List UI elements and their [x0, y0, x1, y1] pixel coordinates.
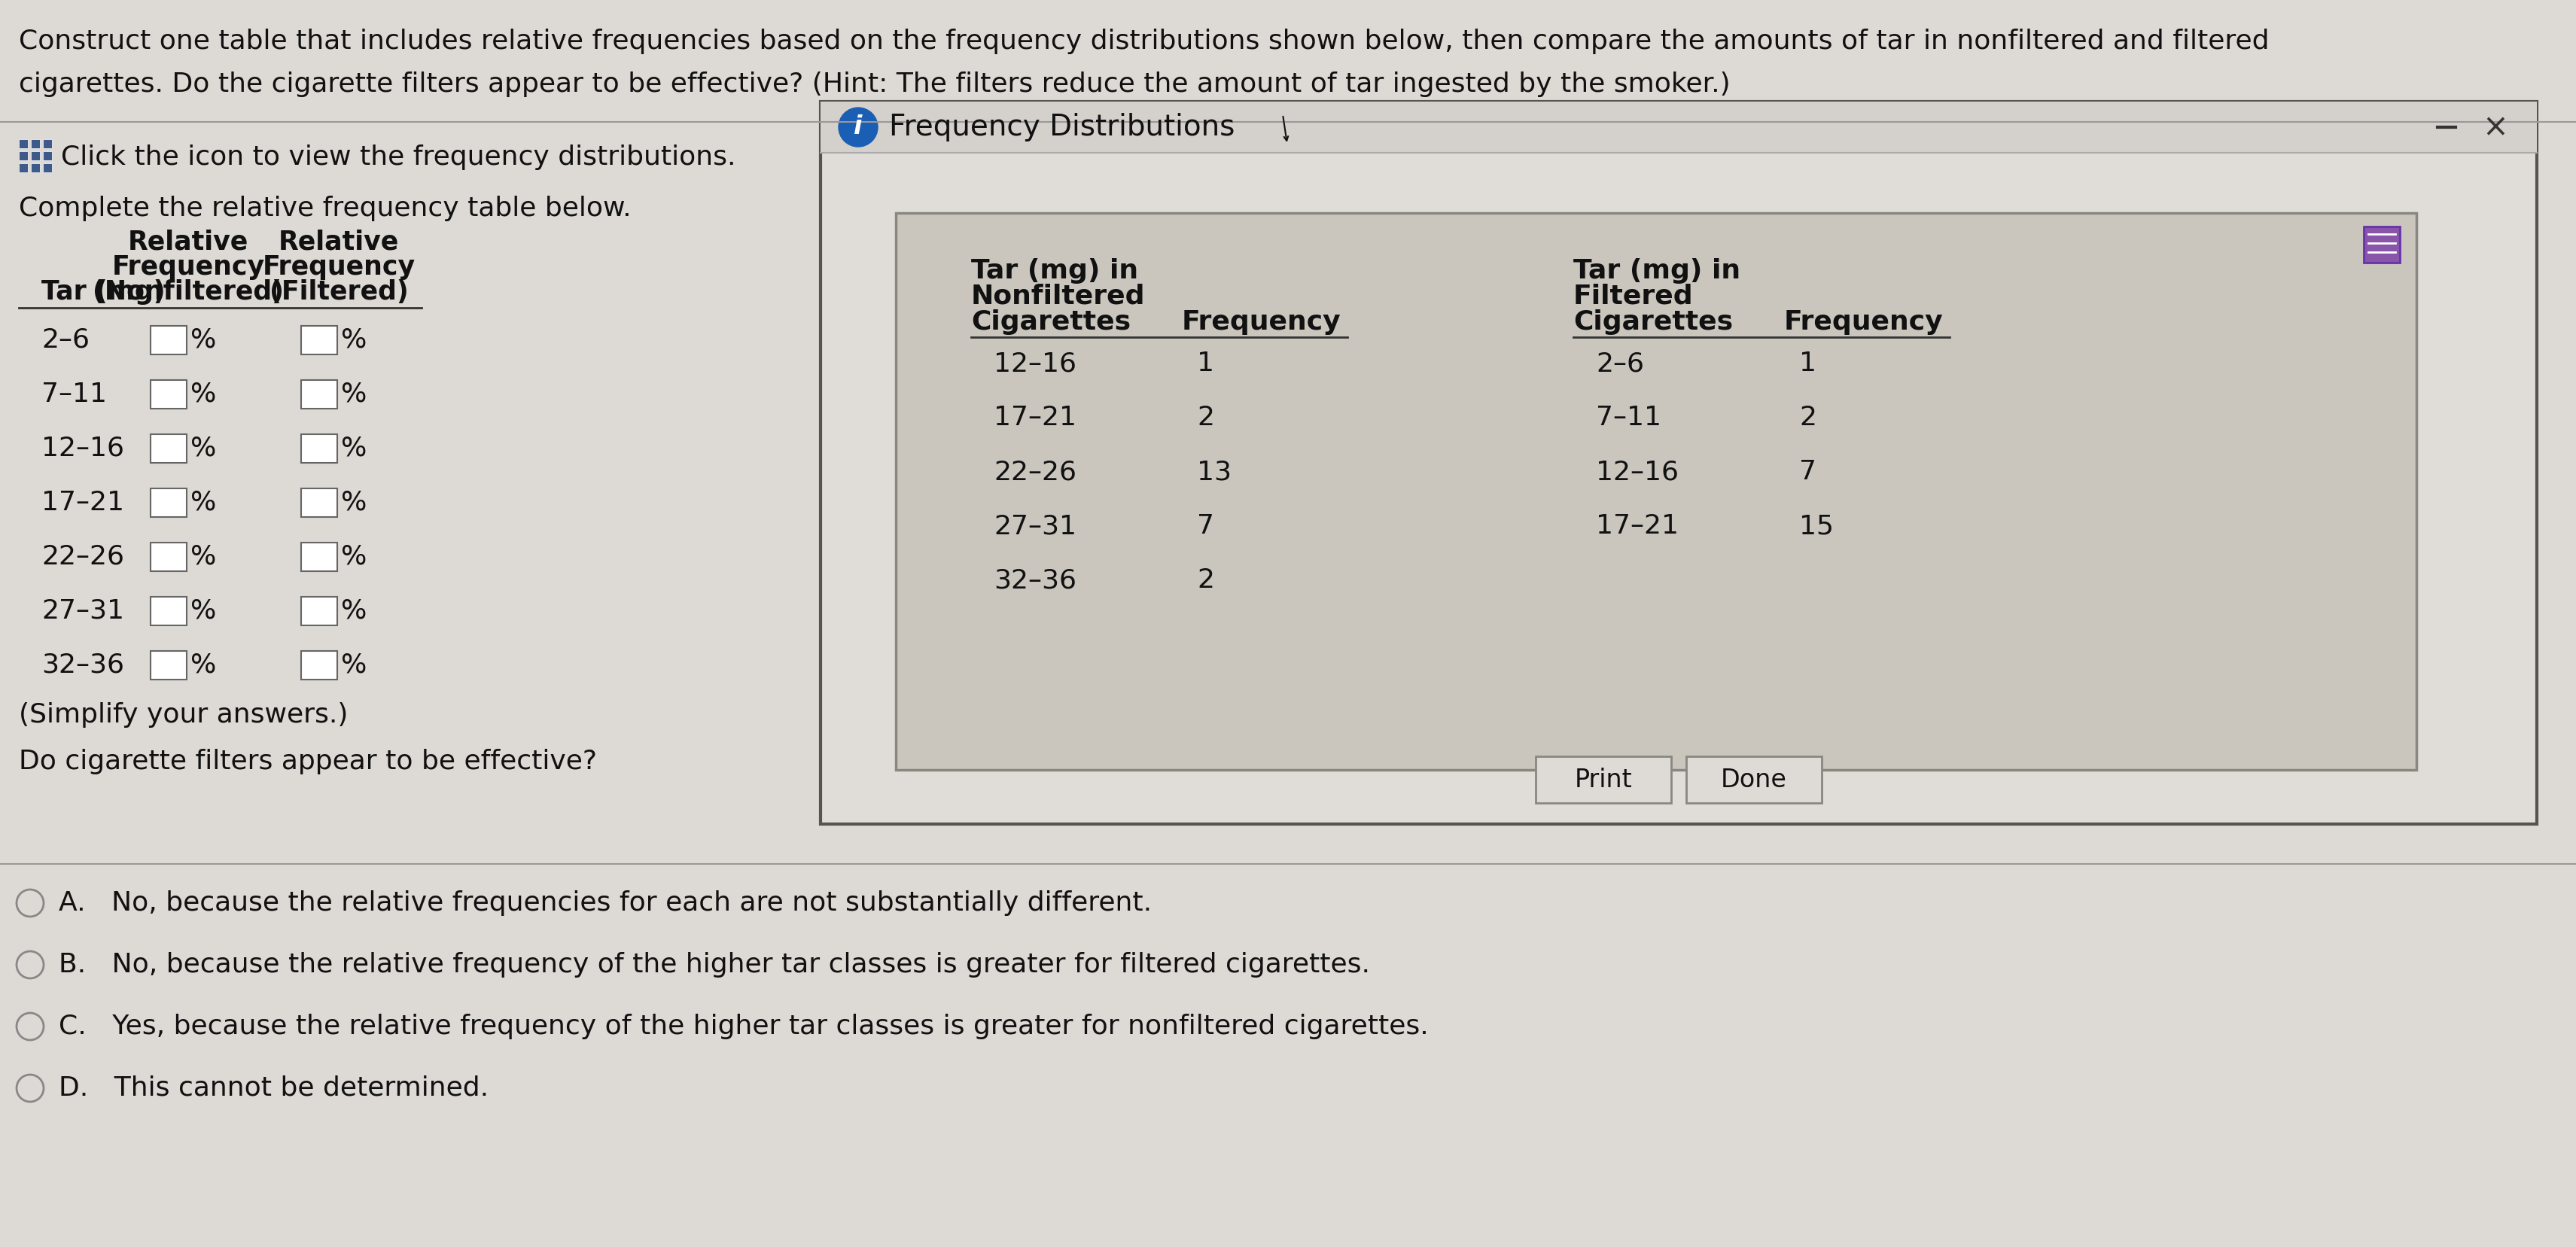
FancyBboxPatch shape [301, 651, 337, 680]
FancyBboxPatch shape [149, 597, 185, 626]
FancyBboxPatch shape [31, 151, 39, 161]
FancyBboxPatch shape [149, 489, 185, 518]
Text: %: % [340, 382, 366, 407]
FancyBboxPatch shape [822, 101, 2537, 153]
Text: Frequency Distributions: Frequency Distributions [889, 113, 1234, 141]
FancyBboxPatch shape [18, 151, 28, 161]
FancyBboxPatch shape [301, 434, 337, 463]
Text: Cigarettes: Cigarettes [1574, 309, 1734, 335]
Text: %: % [191, 544, 216, 570]
Text: %: % [191, 382, 216, 407]
Text: 22–26: 22–26 [41, 544, 124, 570]
FancyBboxPatch shape [149, 542, 185, 571]
Text: %: % [191, 652, 216, 678]
FancyBboxPatch shape [31, 163, 39, 172]
Text: 22–26: 22–26 [994, 459, 1077, 485]
Text: Frequency: Frequency [263, 254, 415, 281]
Text: 2–6: 2–6 [41, 328, 90, 353]
Text: 17–21: 17–21 [41, 490, 124, 515]
Text: 15: 15 [1798, 514, 1834, 539]
FancyBboxPatch shape [31, 140, 39, 148]
FancyBboxPatch shape [44, 163, 52, 172]
Text: Tar (mg): Tar (mg) [41, 279, 165, 304]
Text: cigarettes. Do the cigarette filters appear to be effective? (Hint: The filters : cigarettes. Do the cigarette filters app… [18, 71, 1731, 97]
Text: C.   Yes, because the relative frequency of the higher tar classes is greater fo: C. Yes, because the relative frequency o… [59, 1014, 1430, 1039]
FancyBboxPatch shape [149, 651, 185, 680]
FancyBboxPatch shape [1535, 757, 1672, 803]
FancyBboxPatch shape [1687, 757, 1821, 803]
Text: i: i [853, 115, 863, 140]
Text: Done: Done [1721, 767, 1788, 792]
Text: %: % [340, 652, 366, 678]
Text: Frequency: Frequency [1785, 309, 1942, 335]
Text: 32–36: 32–36 [41, 652, 124, 678]
Text: 13: 13 [1198, 459, 1231, 485]
Text: 32–36: 32–36 [994, 567, 1077, 594]
FancyBboxPatch shape [149, 434, 185, 463]
Text: 2–6: 2–6 [1597, 350, 1643, 377]
Text: %: % [340, 435, 366, 461]
Text: 2: 2 [1198, 567, 1213, 594]
Text: Tar (mg) in: Tar (mg) in [971, 258, 1139, 284]
Text: 12–16: 12–16 [994, 350, 1077, 377]
Text: 27–31: 27–31 [994, 514, 1077, 539]
Text: 7–11: 7–11 [41, 382, 106, 407]
Text: 1: 1 [1798, 350, 1816, 377]
Text: 2: 2 [1798, 405, 1816, 430]
FancyBboxPatch shape [301, 325, 337, 354]
Text: B.   No, because the relative frequency of the higher tar classes is greater for: B. No, because the relative frequency of… [59, 951, 1370, 978]
Text: 2: 2 [1198, 405, 1213, 430]
Text: %: % [340, 544, 366, 570]
Text: 27–31: 27–31 [41, 599, 124, 624]
Text: 7–11: 7–11 [1597, 405, 1662, 430]
FancyBboxPatch shape [149, 380, 185, 409]
Text: Cigarettes: Cigarettes [971, 309, 1131, 335]
Text: Complete the relative frequency table below.: Complete the relative frequency table be… [18, 196, 631, 221]
Text: Print: Print [1574, 767, 1633, 792]
Text: (Simplify your answers.): (Simplify your answers.) [18, 702, 348, 728]
Text: D.   This cannot be determined.: D. This cannot be determined. [59, 1075, 489, 1101]
Text: %: % [340, 599, 366, 624]
FancyBboxPatch shape [18, 163, 28, 172]
Text: 17–21: 17–21 [1597, 514, 1680, 539]
Text: %: % [191, 328, 216, 353]
FancyBboxPatch shape [44, 151, 52, 161]
FancyBboxPatch shape [301, 380, 337, 409]
Text: Frequency: Frequency [1182, 309, 1342, 335]
FancyBboxPatch shape [301, 542, 337, 571]
Text: %: % [191, 599, 216, 624]
Text: ×: × [2483, 111, 2509, 143]
Circle shape [840, 107, 878, 147]
Text: 1: 1 [1198, 350, 1213, 377]
Text: Construct one table that includes relative frequencies based on the frequency di: Construct one table that includes relati… [18, 29, 2269, 54]
Text: Nonfiltered: Nonfiltered [971, 284, 1146, 309]
FancyBboxPatch shape [301, 489, 337, 518]
FancyBboxPatch shape [44, 140, 52, 148]
Text: A.   No, because the relative frequencies for each are not substantially differe: A. No, because the relative frequencies … [59, 890, 1151, 915]
Text: Relative: Relative [129, 229, 247, 256]
Text: 12–16: 12–16 [1597, 459, 1680, 485]
Text: %: % [340, 328, 366, 353]
Text: %: % [191, 435, 216, 461]
FancyBboxPatch shape [2365, 227, 2401, 263]
Text: Frequency: Frequency [111, 254, 265, 281]
FancyBboxPatch shape [822, 101, 2537, 824]
Text: (Nonfiltered): (Nonfiltered) [93, 279, 283, 304]
FancyBboxPatch shape [301, 597, 337, 626]
FancyBboxPatch shape [896, 213, 2416, 769]
Text: Filtered: Filtered [1574, 284, 1692, 309]
Text: 7: 7 [1798, 459, 1816, 485]
Text: %: % [340, 490, 366, 515]
Text: Tar (mg) in: Tar (mg) in [1574, 258, 1741, 284]
Text: (Filtered): (Filtered) [270, 279, 407, 304]
FancyBboxPatch shape [149, 325, 185, 354]
Text: Click the icon to view the frequency distributions.: Click the icon to view the frequency dis… [62, 145, 737, 170]
Text: Do cigarette filters appear to be effective?: Do cigarette filters appear to be effect… [18, 748, 598, 774]
Text: %: % [191, 490, 216, 515]
Text: 7: 7 [1198, 514, 1213, 539]
FancyBboxPatch shape [18, 140, 28, 148]
Text: Relative: Relative [278, 229, 399, 256]
Text: 17–21: 17–21 [994, 405, 1077, 430]
Text: 12–16: 12–16 [41, 435, 124, 461]
